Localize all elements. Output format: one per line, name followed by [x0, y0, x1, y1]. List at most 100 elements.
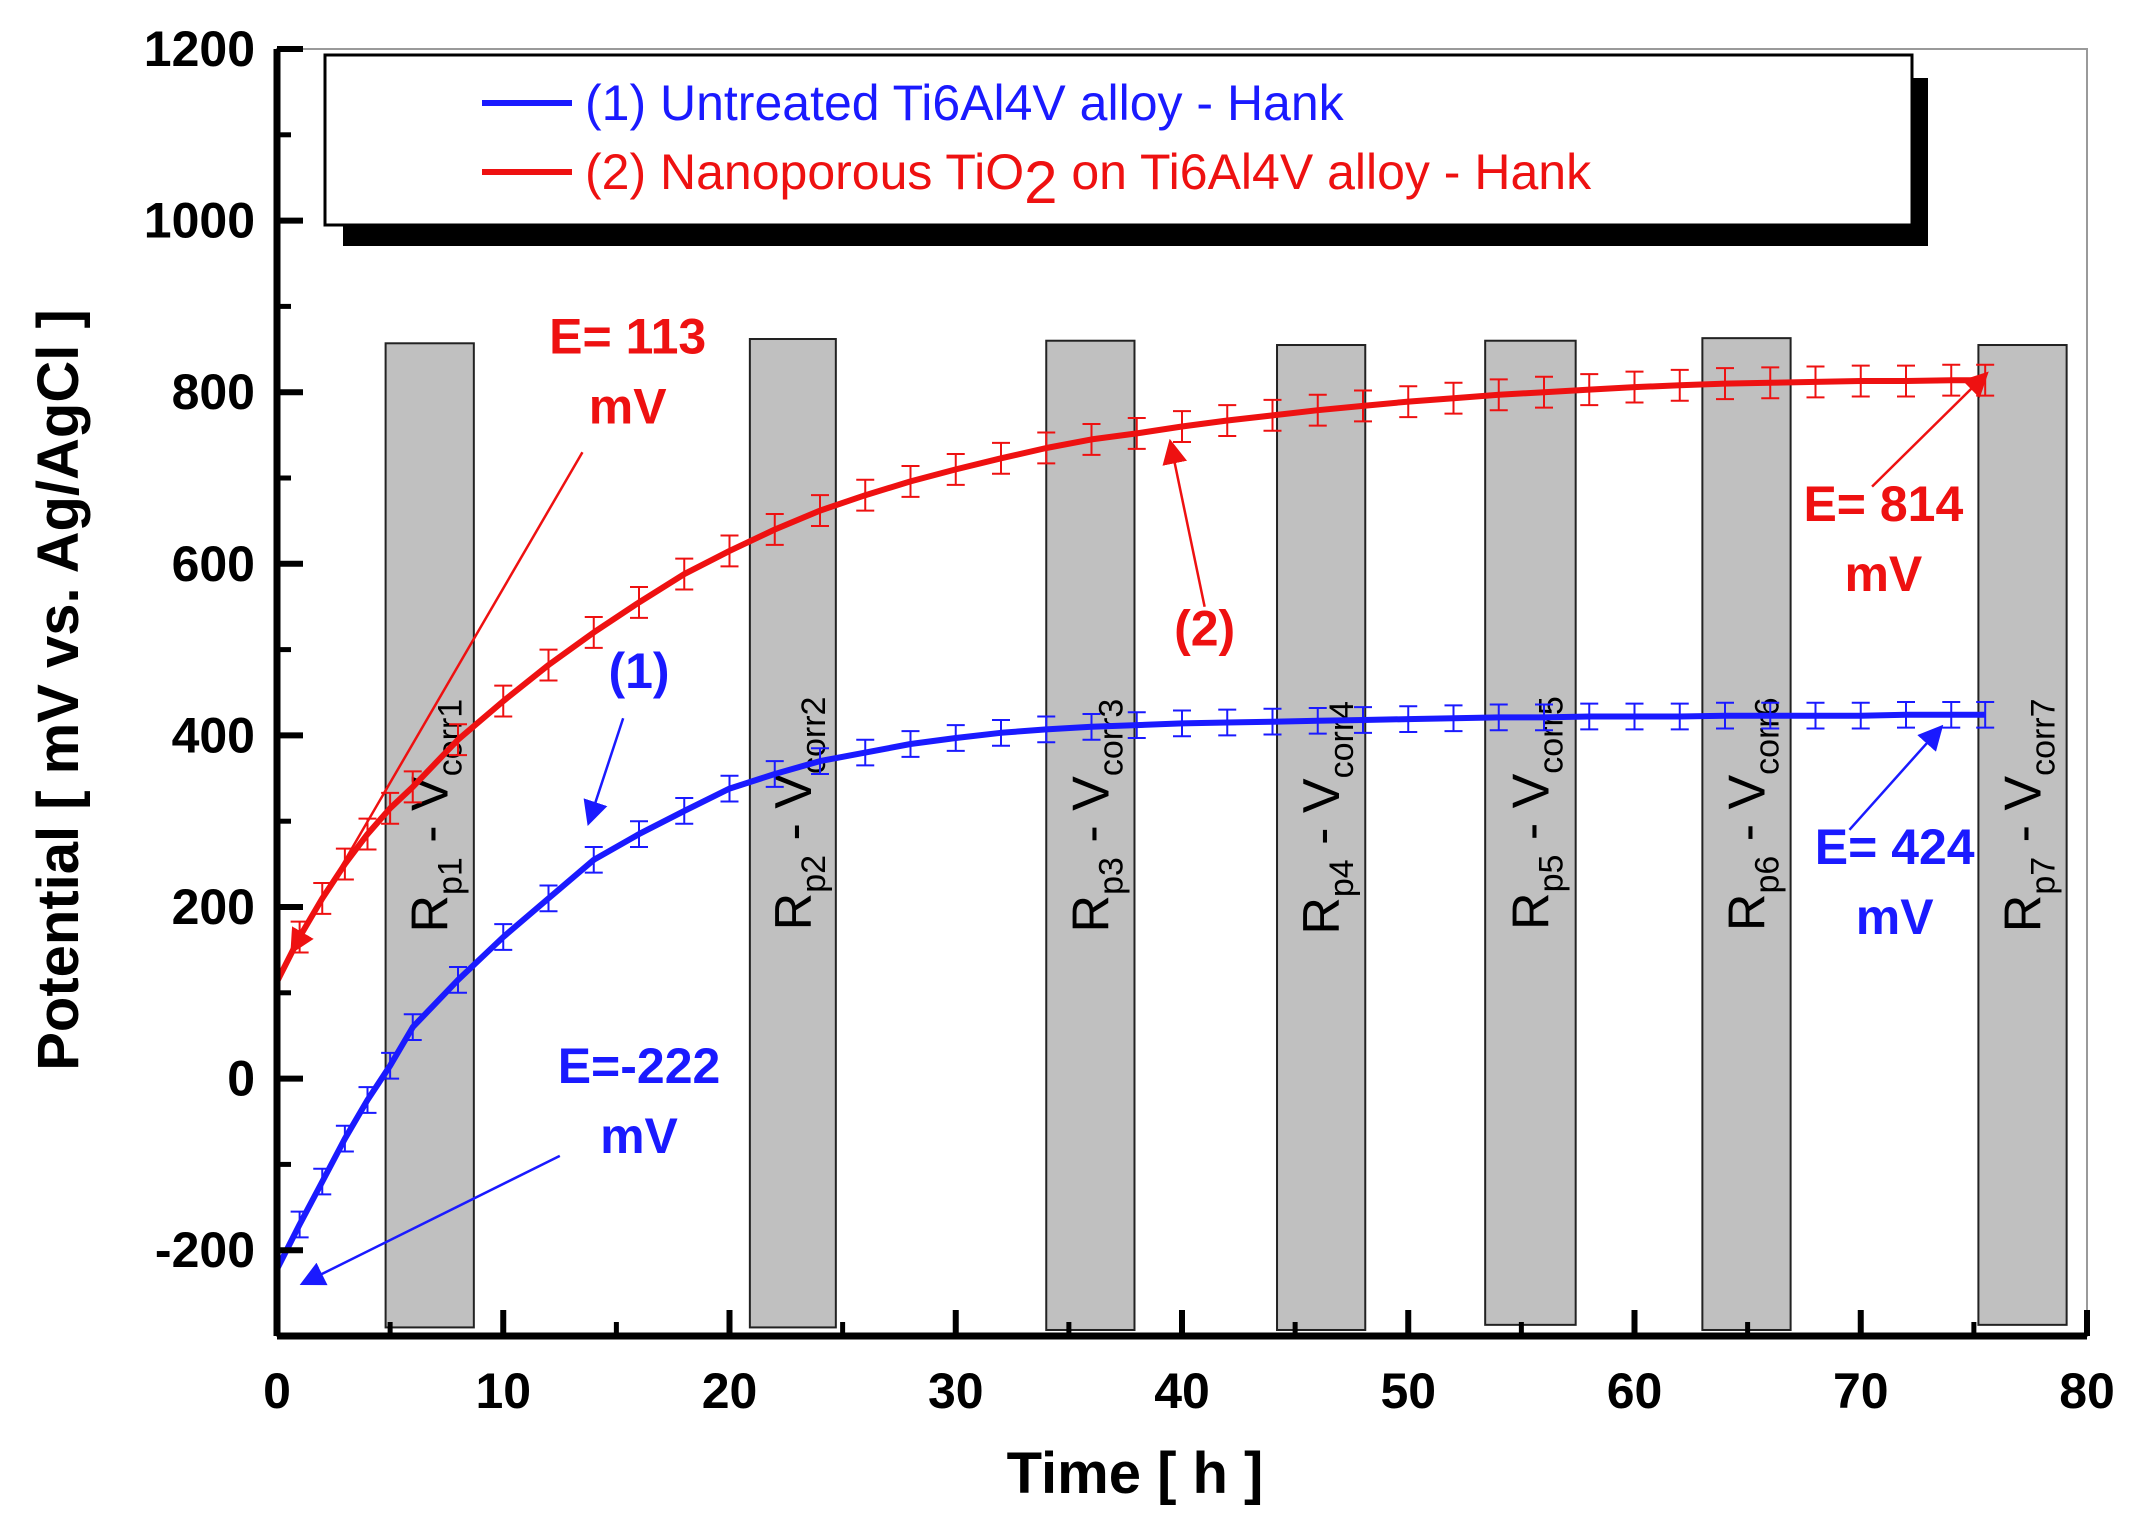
x-tick-label: 20	[702, 1363, 758, 1419]
error-bar	[1444, 704, 1463, 733]
bar-p5: Rp5 - Vcorr5	[1484, 339, 1577, 1326]
y-tick-label: 600	[172, 536, 255, 592]
error-bar	[1851, 701, 1870, 730]
error-bar	[1399, 705, 1418, 733]
error-bar	[1127, 416, 1146, 450]
x-tick-label: 80	[2059, 1363, 2115, 1419]
bar-label-p4: Rp4 - Vcorr4	[1293, 701, 1361, 935]
bar-p3: Rp3 - Vcorr3	[1045, 339, 1136, 1331]
bar-p2: Rp2 - Vcorr2	[748, 338, 837, 1329]
x-tick-label: 0	[263, 1363, 291, 1419]
bar-rect-p7	[1977, 344, 2068, 1326]
x-tick-label: 10	[475, 1363, 531, 1419]
error-bar	[1976, 700, 1995, 729]
error-bar	[1444, 381, 1463, 415]
error-bar	[901, 730, 920, 758]
error-bar	[358, 1086, 377, 1114]
x-tick-label: 70	[1833, 1363, 1889, 1419]
error-bar	[946, 452, 965, 486]
annotation-2: E=-222 mV	[299, 1038, 721, 1286]
error-bar	[1670, 368, 1689, 402]
error-bar	[539, 884, 558, 913]
x-tick-label: 60	[1607, 1363, 1663, 1419]
y-tick-label: 1200	[144, 21, 255, 77]
error-bar	[1218, 404, 1237, 437]
series-line-1	[274, 711, 1986, 1271]
error-bar	[403, 1013, 422, 1041]
error-bar	[539, 648, 558, 682]
bar-p7: Rp7 - Vcorr7	[1977, 344, 2068, 1326]
error-bar	[1761, 701, 1780, 730]
annotation-6: E= 424 mV	[1815, 724, 1975, 945]
legend: (1) Untreated Ti6Al4V alloy - Hank (2) N…	[323, 53, 1928, 246]
y-tick-label: 0	[227, 1051, 255, 1107]
error-bar	[1354, 706, 1372, 734]
bar-label-p5: Rp5 - Vcorr5	[1502, 696, 1570, 930]
annotation-text: (1)	[608, 643, 669, 699]
error-bar	[1851, 364, 1870, 398]
x-axis-title: Time [ h ]	[1007, 1441, 1264, 1506]
error-bar	[1942, 700, 1961, 729]
error-bar	[1127, 711, 1146, 739]
error-bar	[1897, 700, 1915, 729]
error-bar	[1263, 398, 1282, 432]
error-bar	[1489, 378, 1508, 412]
data-series	[274, 363, 1995, 1271]
annotation-text: mV	[1844, 546, 1922, 602]
annotation-3: (1)	[583, 643, 670, 826]
error-bar	[992, 441, 1010, 475]
error-bar	[630, 820, 648, 848]
error-bar	[1761, 366, 1780, 400]
error-bar	[675, 797, 694, 825]
error-bar	[584, 845, 603, 874]
bar-label-p3: Rp3 - Vcorr3	[1062, 699, 1130, 933]
error-bar	[449, 723, 467, 757]
error-bar	[1625, 702, 1644, 731]
error-bar	[313, 1167, 332, 1196]
annotation-arrow	[299, 1154, 561, 1286]
error-bar	[1173, 709, 1191, 738]
error-bar	[290, 1210, 309, 1239]
bar-p6: Rp6 - Vcorr6	[1701, 337, 1792, 1331]
error-bar	[403, 770, 422, 804]
error-bar	[1580, 702, 1599, 731]
series-line-2	[274, 377, 1986, 983]
y-axis-title: Potential [ mV vs. Ag/AgCl ]	[26, 309, 91, 1071]
error-bar	[1716, 367, 1734, 401]
annotations: E= 113 mV E=-222 mV (1) (2) E= 814 mV E= 424 mV	[290, 309, 1989, 1286]
error-bar	[1897, 364, 1915, 398]
annotation-1: E= 113 mV	[290, 309, 706, 955]
error-bar	[494, 923, 513, 951]
error-bar	[720, 534, 739, 568]
error-bar	[1308, 706, 1327, 735]
annotation-arrow	[1848, 724, 1944, 831]
x-tick-label: 40	[1154, 1363, 1210, 1419]
annotation-text: mV	[600, 1108, 678, 1164]
error-bar	[1942, 363, 1961, 397]
error-bar	[630, 585, 648, 619]
annotation-5: E= 814 mV	[1803, 371, 1989, 602]
bar-rect-p4	[1276, 344, 1367, 1331]
annotation-arrow	[1871, 371, 1989, 488]
bar-rect-p1	[384, 342, 475, 1329]
annotation-text: E= 113	[549, 309, 706, 365]
error-bar	[811, 747, 829, 776]
annotation-4: (2)	[1162, 438, 1235, 656]
annotation-text: E=-222	[558, 1038, 721, 1094]
error-bar	[1082, 422, 1101, 456]
error-bar	[1037, 431, 1056, 465]
y-tick-label: -200	[155, 1222, 255, 1278]
x-tick-label: 50	[1380, 1363, 1436, 1419]
bar-label-p6: Rp6 - Vcorr6	[1718, 697, 1786, 931]
error-bar	[1625, 370, 1644, 404]
error-bar	[1580, 373, 1599, 407]
error-bar	[946, 724, 965, 752]
annotation-text: E= 424	[1815, 819, 1975, 875]
x-tick-label: 30	[928, 1363, 984, 1419]
error-bar	[765, 760, 784, 788]
bar-label-p7: Rp7 - Vcorr7	[1995, 698, 2063, 932]
error-bar	[1806, 701, 1825, 730]
error-bar	[675, 557, 694, 591]
bar-rect-p3	[1045, 339, 1136, 1331]
y-tick-label: 1000	[144, 193, 255, 249]
